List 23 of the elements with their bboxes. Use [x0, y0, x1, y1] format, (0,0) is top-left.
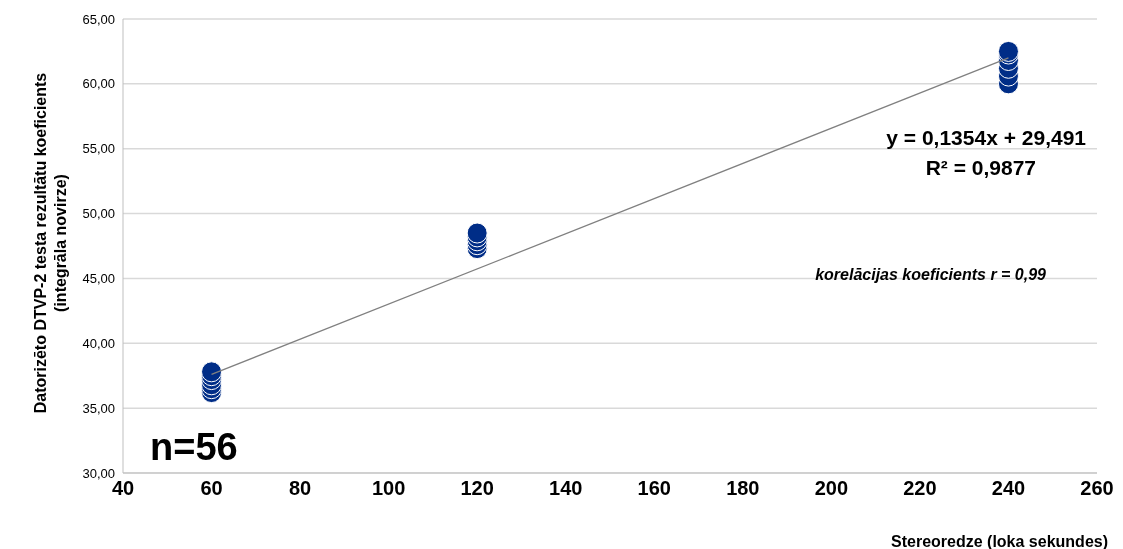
x-tick-label: 60: [200, 477, 223, 500]
y-tick-label: 65,00: [82, 11, 115, 27]
y-tick-label: 55,00: [82, 141, 115, 157]
x-tick-label: 140: [549, 477, 583, 500]
y-tick-label: 40,00: [82, 335, 115, 351]
x-tick-label: 220: [903, 477, 937, 500]
annotation: R² = 0,9877: [925, 156, 1036, 180]
x-tick-label: 180: [726, 477, 760, 500]
y-tick-label: 35,00: [82, 400, 115, 416]
x-tick-label: 100: [371, 477, 406, 500]
x-tick-label: 120: [460, 477, 494, 500]
y-axis-title: Datorizēto DTVP-2 testa rezultātu koeficients (integrāla novirze): [31, 72, 70, 414]
y-tick-label: 50,00: [82, 206, 115, 222]
x-tick-label: 260: [1080, 477, 1114, 500]
y-tick-label: 60,00: [82, 76, 115, 92]
annotation: y = 0,1354x + 29,491: [886, 126, 1086, 150]
y-tick-label: 45,00: [82, 271, 115, 287]
x-tick-label: 80: [288, 477, 312, 500]
annotation: n=56: [150, 426, 238, 469]
x-tick-label: 200: [814, 477, 849, 500]
x-tick-label: 160: [637, 477, 671, 500]
annotation: korelācijas koeficients r = 0,99: [815, 266, 1046, 284]
x-tick-label: 240: [991, 477, 1026, 500]
